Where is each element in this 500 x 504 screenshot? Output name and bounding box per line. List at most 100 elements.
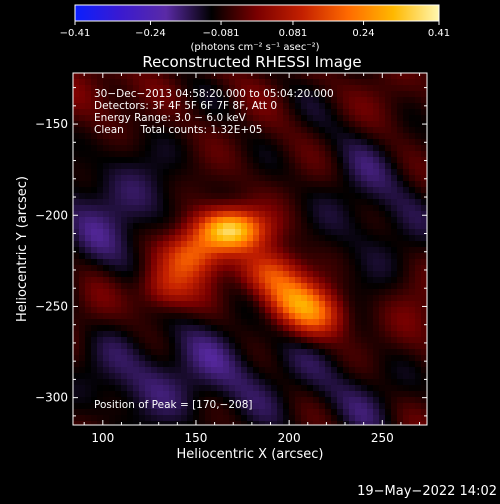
heatmap-cell — [199, 79, 206, 86]
heatmap-cell — [181, 169, 188, 176]
heatmap-cell — [175, 421, 182, 425]
heatmap-cell — [271, 229, 278, 236]
heatmap-cell — [421, 169, 427, 176]
heatmap-cell — [121, 235, 128, 242]
heatmap-cell — [217, 325, 224, 332]
heatmap-cell — [325, 241, 332, 248]
heatmap-cell — [259, 379, 266, 386]
heatmap-cell — [145, 169, 152, 176]
heatmap-cell — [241, 313, 248, 320]
heatmap-cell — [319, 205, 326, 212]
heatmap-cell — [97, 241, 104, 248]
heatmap-cell — [343, 223, 350, 230]
heatmap-cell — [73, 319, 80, 326]
heatmap-cell — [277, 253, 284, 260]
heatmap-cell — [163, 277, 170, 284]
heatmap-cell — [325, 367, 332, 374]
heatmap-cell — [145, 145, 152, 152]
heatmap-cell — [157, 235, 164, 242]
heatmap-cell — [295, 373, 302, 380]
heatmap-cell — [307, 409, 314, 416]
heatmap-cell — [421, 421, 427, 425]
heatmap-cell — [415, 85, 422, 92]
heatmap-cell — [199, 169, 206, 176]
heatmap-cell — [259, 403, 266, 410]
heatmap-cell — [103, 367, 110, 374]
heatmap-cell — [79, 235, 86, 242]
heatmap-cell — [193, 211, 200, 218]
heatmap-cell — [127, 145, 134, 152]
heatmap-cell — [157, 127, 164, 134]
heatmap-cell — [283, 265, 290, 272]
heatmap-cell — [283, 205, 290, 212]
heatmap-cell — [127, 199, 134, 206]
heatmap-cell — [313, 271, 320, 278]
heatmap-cell — [391, 283, 398, 290]
heatmap-cell — [241, 277, 248, 284]
heatmap-cell — [157, 337, 164, 344]
heatmap-cell — [247, 265, 254, 272]
heatmap-cell — [379, 163, 386, 170]
heatmap-cell — [127, 229, 134, 236]
heatmap-cell — [397, 205, 404, 212]
heatmap-cell — [271, 169, 278, 176]
heatmap-cell — [265, 355, 272, 362]
heatmap-cell — [409, 373, 416, 380]
heatmap-cell — [223, 241, 230, 248]
heatmap-cell — [259, 175, 266, 182]
heatmap-cell — [343, 367, 350, 374]
heatmap-cell — [355, 187, 362, 194]
heatmap-cell — [355, 181, 362, 188]
heatmap-cell — [271, 115, 278, 122]
heatmap-cell — [145, 181, 152, 188]
heatmap-cell — [121, 379, 128, 386]
heatmap-cell — [199, 145, 206, 152]
heatmap-cell — [241, 361, 248, 368]
heatmap-cell — [205, 325, 212, 332]
heatmap-cell — [85, 163, 92, 170]
heatmap-cell — [379, 277, 386, 284]
heatmap-cell — [139, 277, 146, 284]
heatmap-cell — [349, 217, 356, 224]
heatmap-cell — [85, 181, 92, 188]
heatmap-cell — [211, 163, 218, 170]
heatmap-cell — [139, 355, 146, 362]
heatmap-cell — [163, 271, 170, 278]
heatmap-cell — [229, 247, 236, 254]
heatmap-cell — [349, 229, 356, 236]
heatmap-cell — [271, 277, 278, 284]
heatmap-cell — [145, 205, 152, 212]
heatmap-cell — [379, 331, 386, 338]
heatmap-cell — [385, 295, 392, 302]
heatmap-cell — [289, 145, 296, 152]
heatmap-cell — [385, 91, 392, 98]
heatmap-cell — [199, 85, 206, 92]
heatmap-cell — [373, 235, 380, 242]
heatmap-cell — [205, 331, 212, 338]
heatmap-cell — [349, 421, 356, 425]
heatmap-cell — [421, 181, 427, 188]
heatmap-cell — [391, 79, 398, 86]
heatmap-cell — [253, 325, 260, 332]
heatmap-cell — [121, 331, 128, 338]
heatmap-cell — [325, 259, 332, 266]
heatmap-cell — [265, 277, 272, 284]
heatmap-cell — [85, 337, 92, 344]
heatmap-cell — [91, 391, 98, 398]
heatmap-cell — [103, 73, 110, 80]
heatmap-cell — [73, 331, 80, 338]
heatmap-cell — [295, 415, 302, 422]
heatmap-cell — [91, 85, 98, 92]
heatmap-cell — [343, 349, 350, 356]
heatmap-cell — [379, 265, 386, 272]
heatmap-cell — [199, 193, 206, 200]
heatmap-cell — [373, 403, 380, 410]
heatmap-cell — [421, 301, 427, 308]
heatmap-cell — [295, 397, 302, 404]
heatmap-cell — [271, 127, 278, 134]
heatmap-cell — [169, 337, 176, 344]
heatmap-cell — [367, 73, 374, 80]
heatmap-cell — [361, 337, 368, 344]
heatmap-cell — [421, 337, 427, 344]
heatmap-cell — [145, 337, 152, 344]
